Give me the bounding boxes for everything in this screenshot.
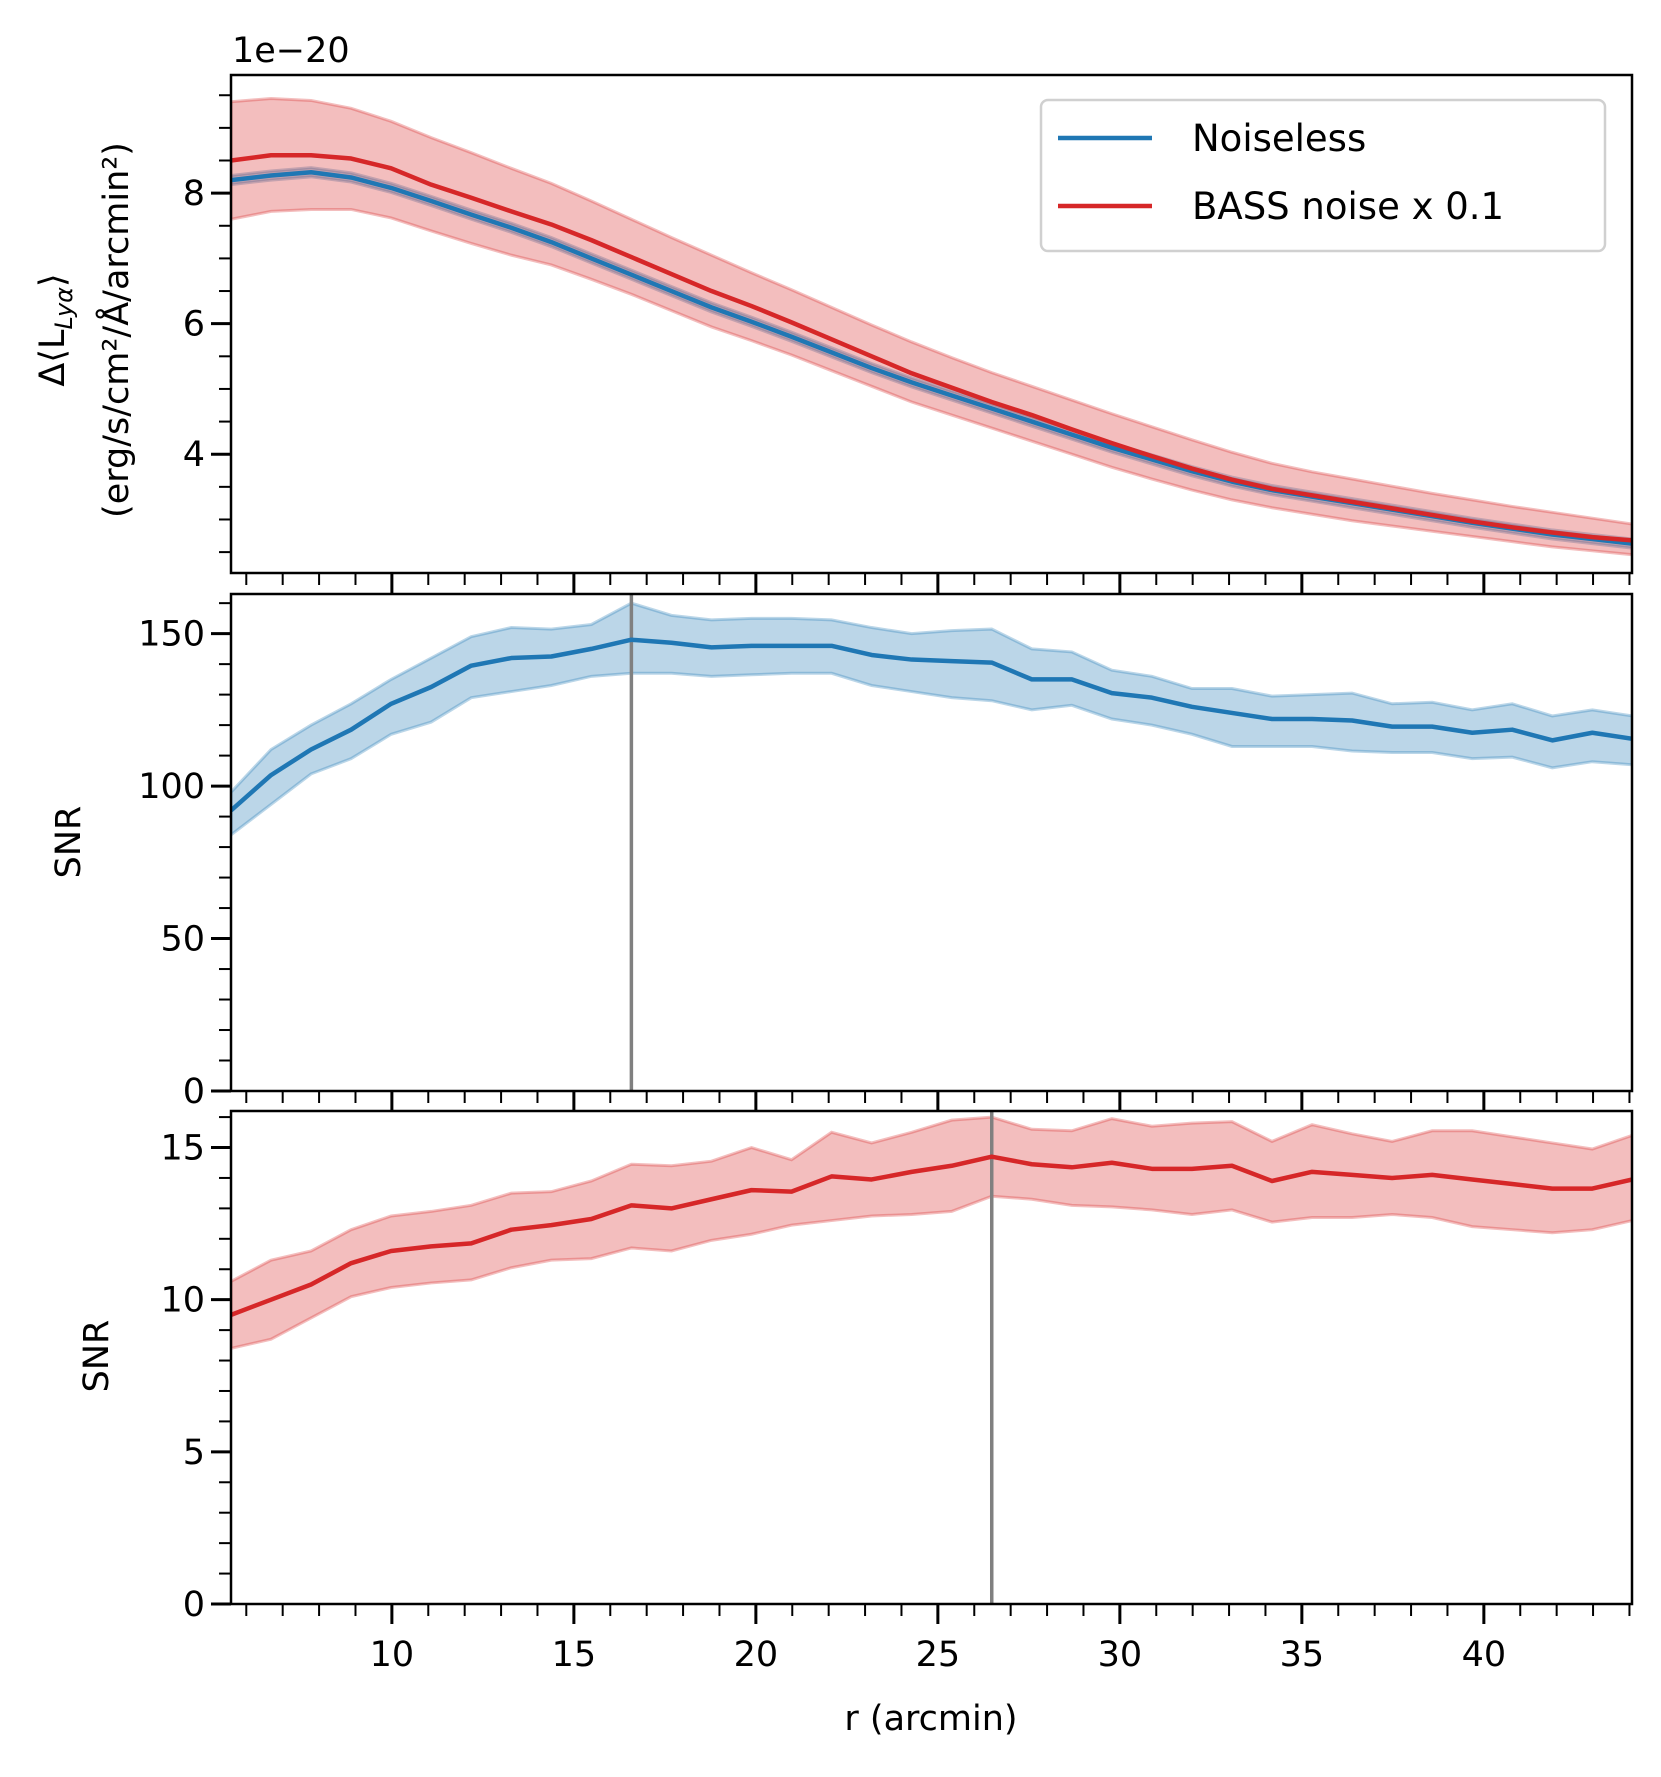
- x-tick-label: 40: [1462, 1635, 1507, 1675]
- panel-middle: 0 50 100 150: [138, 592, 1634, 1112]
- panel-bottom: 0 5 10 15 10 15 20 25 30 35 40: [160, 1109, 1634, 1675]
- legend-label-bass: BASS noise x 0.1: [1192, 185, 1504, 228]
- x-tick-label: 30: [1098, 1635, 1143, 1675]
- plot-area-bottom: [231, 1111, 1632, 1604]
- y-tick-label: 4: [183, 435, 205, 475]
- error-band-bottom-0: [231, 1115, 1632, 1350]
- top-ylabel-units: (erg/s/cm²/Å/arcmin²): [94, 142, 137, 518]
- error-band-top-0: [231, 166, 1632, 550]
- panel-top: 4 6 8: [183, 73, 1634, 593]
- y-tick-label: 6: [183, 305, 205, 345]
- y-tick-label: 50: [160, 920, 205, 960]
- y-tick-label: 5: [183, 1433, 205, 1473]
- legend-label-noiseless: Noiseless: [1192, 117, 1366, 160]
- x-axis-label: r (arcmin): [844, 1699, 1017, 1739]
- series-line-middle-0: [231, 637, 1632, 813]
- x-tick-label: 10: [370, 1635, 415, 1675]
- x-tick-label: 35: [1280, 1635, 1325, 1675]
- y-tick-label: 0: [183, 1072, 205, 1112]
- x-tick-label: 25: [916, 1635, 961, 1675]
- error-band-middle-0: [231, 601, 1632, 837]
- error-band-top-1: [231, 96, 1632, 557]
- y-tick-label: 150: [138, 615, 205, 655]
- plot-area-top: [231, 96, 1632, 557]
- y-tick-label: 15: [160, 1129, 205, 1169]
- top-ylabel: Δ⟨LLyα⟩: [33, 273, 78, 386]
- axes-frame-middle: [229, 592, 1634, 1093]
- legend-box: [1039, 98, 1607, 253]
- offset-text: 1e−20: [232, 31, 350, 71]
- y-tick-label: 10: [160, 1281, 205, 1321]
- bottom-ylabel: SNR: [77, 1320, 117, 1393]
- legend: Noiseless BASS noise x 0.1: [1039, 98, 1607, 253]
- y-tick-label: 0: [183, 1585, 205, 1625]
- plot-area-middle: [231, 594, 1632, 1091]
- y-tick-label: 100: [138, 767, 205, 807]
- top-ylabel-sub: Lyα: [50, 287, 78, 330]
- middle-ylabel: SNR: [49, 806, 89, 879]
- top-ylabel-main: Δ⟨L: [33, 329, 73, 387]
- top-ylabel-close: ⟩: [33, 273, 73, 287]
- x-tick-label: 20: [734, 1635, 779, 1675]
- x-tick-label: 15: [552, 1635, 597, 1675]
- axes-frame-bottom: [229, 1109, 1634, 1606]
- series-line-bottom-0: [231, 1154, 1632, 1317]
- y-tick-label: 8: [183, 174, 205, 214]
- series-line-top-1: [231, 153, 1632, 543]
